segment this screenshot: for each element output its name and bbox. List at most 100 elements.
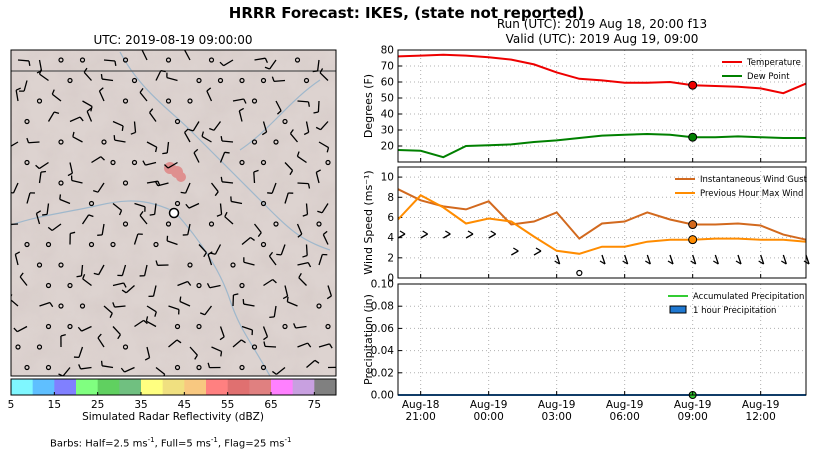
calm-wind-marker bbox=[239, 364, 245, 371]
wind-barb-flag bbox=[250, 236, 255, 241]
figure-suptitle: HRRR Forecast: IKES, (state not reported… bbox=[228, 4, 585, 22]
wind-barb bbox=[146, 305, 157, 313]
y-tick-label: 0.04 bbox=[371, 345, 395, 357]
wind-barb-flag bbox=[185, 203, 190, 209]
wind-barb-flag bbox=[15, 251, 21, 255]
map-frame bbox=[10, 49, 337, 377]
wind-barb-flag bbox=[599, 260, 606, 265]
wind-barb bbox=[737, 254, 742, 265]
wind-barb-flag bbox=[239, 107, 245, 112]
calm-wind-marker bbox=[88, 200, 95, 207]
wind-barb bbox=[198, 244, 207, 254]
calm-wind-marker bbox=[187, 262, 193, 268]
current-value-marker bbox=[688, 235, 698, 245]
wind-barb bbox=[38, 59, 43, 71]
calm-wind-marker bbox=[45, 241, 52, 248]
wind-barb bbox=[646, 254, 651, 265]
y-tick-label: 20 bbox=[381, 141, 394, 153]
wind-barb bbox=[59, 198, 71, 205]
legend-label: Temperature bbox=[746, 58, 801, 68]
wind-barb-flag bbox=[269, 316, 275, 319]
colorbar-swatch bbox=[249, 379, 272, 395]
calm-wind-marker bbox=[251, 139, 258, 145]
calm-wind-marker bbox=[36, 98, 43, 104]
calm-wind-marker bbox=[196, 77, 202, 84]
wind-barb-flag bbox=[554, 260, 561, 265]
wind-barb-flag bbox=[253, 169, 259, 173]
wind-barb bbox=[232, 98, 244, 102]
wind-barb bbox=[280, 244, 286, 256]
wind-barb bbox=[284, 162, 294, 171]
wind-barb-flag bbox=[82, 274, 86, 280]
x-tick-label: Aug-18 bbox=[402, 399, 440, 411]
calm-wind-marker bbox=[122, 180, 129, 186]
wind-barb-flag bbox=[160, 69, 166, 73]
wind-barb bbox=[305, 121, 310, 133]
wind-barb-flag bbox=[60, 334, 66, 337]
x-tick-label: Aug-19 bbox=[470, 399, 508, 411]
footnote-part-2: , Full=5 ms bbox=[154, 438, 211, 450]
calm-wind-marker bbox=[282, 323, 288, 330]
colorbar-tick-label: 45 bbox=[178, 399, 191, 411]
wind-barb-flag bbox=[121, 289, 127, 294]
wind-barb-flag bbox=[317, 210, 323, 214]
calm-wind-marker bbox=[79, 57, 86, 63]
y-tick-label: 0.00 bbox=[371, 390, 394, 402]
wind-barb bbox=[253, 171, 256, 184]
wind-barb-flag bbox=[261, 131, 267, 136]
wind-barb bbox=[298, 277, 307, 286]
wind-barb bbox=[91, 156, 102, 164]
wind-barb bbox=[760, 254, 765, 265]
wind-barb bbox=[82, 100, 93, 108]
wind-barb bbox=[166, 76, 178, 82]
wind-barb bbox=[241, 237, 251, 246]
wind-barb-flag bbox=[224, 151, 230, 154]
y-axis-label: Wind Speed (ms⁻¹) bbox=[362, 170, 375, 274]
wind-barb-flag bbox=[5, 220, 7, 225]
wind-barb bbox=[295, 325, 307, 329]
wind-barb bbox=[155, 366, 166, 375]
calm-wind-marker bbox=[282, 118, 288, 125]
calm-wind-marker bbox=[101, 139, 107, 145]
wind-barb-flag bbox=[422, 230, 429, 235]
x-tick-label: 21:00 bbox=[406, 411, 436, 423]
calm-wind-marker bbox=[45, 282, 52, 289]
wind-barb-flag bbox=[49, 302, 54, 308]
wind-barb bbox=[38, 172, 42, 184]
wind-barb-flag bbox=[241, 339, 246, 344]
wind-barb bbox=[316, 59, 320, 71]
wind-barb bbox=[189, 346, 198, 356]
wind-barb-flag bbox=[467, 230, 474, 235]
wind-barb-flag bbox=[97, 333, 102, 339]
wind-barb-flag bbox=[139, 211, 144, 216]
y-tick-label: 80 bbox=[381, 45, 394, 57]
current-value-marker bbox=[688, 220, 698, 230]
wind-barb-flag bbox=[216, 213, 222, 217]
calm-wind-marker bbox=[303, 77, 310, 84]
wind-barb bbox=[305, 203, 309, 215]
wind-barb bbox=[275, 100, 282, 112]
wind-barb bbox=[624, 254, 629, 265]
wind-barb-flag bbox=[735, 260, 742, 265]
colorbar-swatch bbox=[314, 379, 337, 395]
calm-wind-marker bbox=[260, 77, 267, 84]
wind-barb bbox=[187, 223, 191, 235]
colorbar-tick-label: 15 bbox=[48, 399, 61, 411]
wind-barb-flag bbox=[780, 260, 787, 265]
calm-wind-marker bbox=[576, 269, 583, 277]
y-tick-label: 40 bbox=[381, 109, 394, 121]
wind-barb-flag bbox=[144, 357, 150, 361]
colorbar-swatch bbox=[54, 379, 77, 395]
plot-area bbox=[398, 50, 806, 162]
wind-barb bbox=[264, 345, 277, 348]
wind-barb-flag bbox=[5, 144, 9, 148]
wind-barb-flag bbox=[206, 282, 211, 289]
wind-barb bbox=[78, 346, 84, 358]
legend-label: Previous Hour Max Wind bbox=[700, 189, 803, 199]
wind-barb bbox=[80, 264, 84, 277]
wind-barb-flag bbox=[35, 164, 40, 170]
wind-barb bbox=[443, 233, 451, 239]
wind-barb bbox=[692, 254, 697, 265]
wind-barb-flag bbox=[93, 272, 99, 276]
